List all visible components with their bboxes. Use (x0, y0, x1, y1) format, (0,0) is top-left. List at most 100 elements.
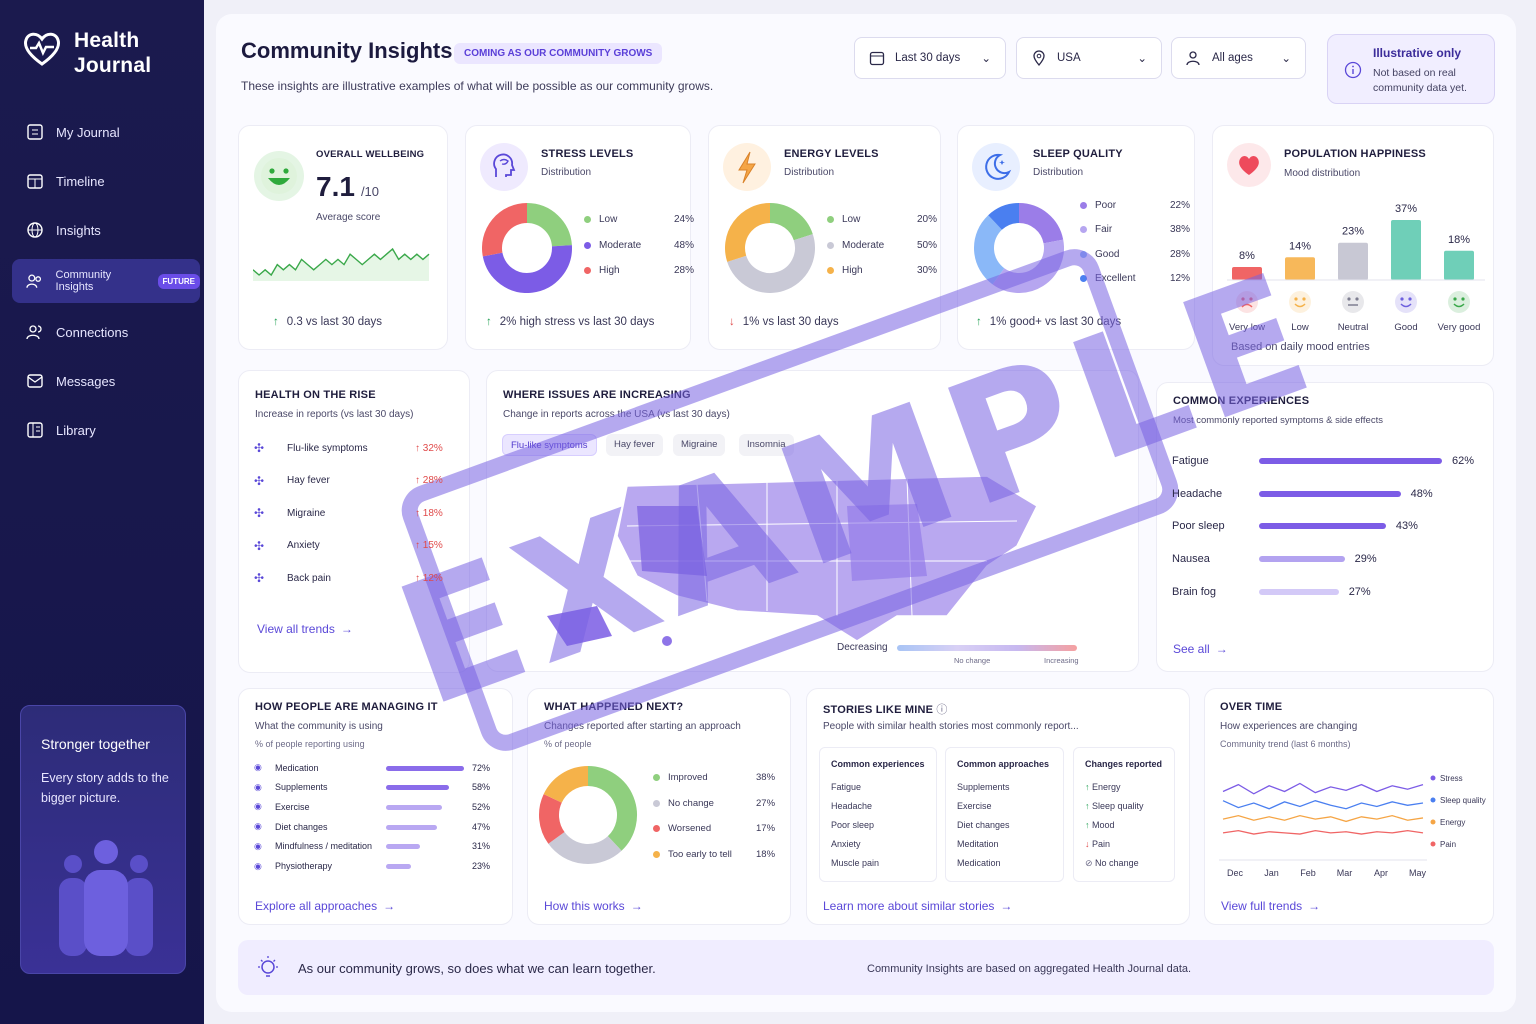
sleep-sub: Distribution (1033, 167, 1084, 178)
mail-icon (27, 374, 43, 388)
approach-label: Medication (275, 762, 319, 773)
tag-flu-like-symptoms[interactable]: Flu-like symptoms (502, 434, 597, 456)
legend-dot (1080, 226, 1087, 234)
age-filter[interactable]: All ages ⌄ (1171, 37, 1306, 79)
happiness-bar-value: 18% (1448, 234, 1470, 246)
happiness-bar-4 (1444, 250, 1474, 280)
legend-dot (827, 241, 834, 249)
legend-no-change: No change (954, 656, 991, 665)
trend-month-label: Jan (1264, 868, 1279, 878)
legend-label: Moderate (842, 239, 885, 251)
donut-slice-0 (587, 766, 637, 851)
info-icon[interactable]: ⓘ (936, 704, 948, 716)
trend-legend-label: Sleep quality (1440, 796, 1486, 805)
sidebar-item-community-insights[interactable]: Community Insights FUTURE (12, 259, 200, 303)
sidebar-item-library[interactable]: Library (12, 410, 200, 450)
legend-row: Low 24% (584, 207, 694, 233)
rise-card: HEALTH ON THE RISE Increase in reports (… (238, 370, 470, 673)
stories-item: Medication (957, 858, 1001, 868)
trend-month-label: Dec (1227, 868, 1244, 878)
legend-row: High 30% (827, 258, 937, 284)
managing-title: HOW PEOPLE ARE MANAGING IT (255, 701, 438, 713)
approach-label: Supplements (275, 782, 328, 793)
experience-row: Nausea 29% (1172, 553, 1482, 565)
energy-footer: ↓ 1% vs last 30 days (729, 316, 839, 328)
stories-item: Diet changes (957, 820, 1010, 830)
donut-slice-3 (543, 766, 589, 804)
experience-bar (1259, 490, 1401, 497)
approach-bar-track (386, 861, 472, 871)
app-logo[interactable]: Health Journal (22, 28, 151, 78)
legend-dot (1080, 275, 1087, 283)
stories-card: STORIES LIKE MINE ⓘ People with similar … (806, 688, 1190, 925)
view-all-trends-link[interactable]: View all trends → (257, 622, 353, 636)
period-filter[interactable]: Last 30 days ⌄ (854, 37, 1006, 79)
library-icon (27, 422, 43, 438)
approach-row: ◉ Medication 72% (254, 762, 499, 773)
sidebar-item-messages[interactable]: Messages (12, 361, 200, 401)
tag-insomnia[interactable]: Insomnia (739, 434, 794, 456)
approach-bar (386, 824, 437, 830)
approach-label: Diet changes (275, 821, 328, 832)
legend-label: Low (842, 214, 861, 226)
trend-legend-dot (1430, 775, 1436, 781)
legend-value: 38% (1170, 224, 1191, 236)
learn-more-stories-link[interactable]: Learn more about similar stories → (823, 899, 1012, 913)
legend-value: 48% (674, 239, 695, 251)
tag-hay-fever[interactable]: Hay fever (606, 434, 663, 456)
legend-row: No change 27% (653, 791, 775, 817)
chevron-down-icon: ⌄ (981, 53, 991, 65)
rise-item[interactable]: ✣ Back pain ↑ 12% (254, 571, 454, 585)
tag-migraine[interactable]: Migraine (673, 434, 726, 456)
approach-bar (386, 785, 449, 791)
happiness-bar-0 (1232, 267, 1262, 280)
stories-item-label: Headache (831, 801, 873, 811)
energy-title: ENERGY LEVELS (784, 148, 879, 160)
sidebar-item-label: Library (56, 422, 96, 438)
approach-row: ◉ Exercise 52% (254, 801, 499, 812)
rise-item[interactable]: ✣ Hay fever ↑ 28% (254, 474, 454, 488)
sidebar-item-connections[interactable]: Connections (12, 312, 200, 352)
legend-row: High 28% (584, 258, 694, 284)
see-all-link[interactable]: See all → (1173, 642, 1228, 656)
bottom-disclaimer: Community Insights are based on aggregat… (867, 963, 1192, 975)
rise-item[interactable]: ✣ Flu-like symptoms ↑ 32% (254, 441, 454, 455)
approach-label: Physiotherapy (275, 861, 333, 871)
sidebar-item-insights[interactable]: Insights (12, 210, 200, 250)
experience-row: Poor sleep 43% (1172, 520, 1482, 532)
how-this-works-label: How this works (544, 899, 625, 913)
sparkline-fill (253, 249, 429, 281)
sidebar-item-my-journal[interactable]: My Journal (12, 112, 200, 152)
trend-month-label: Mar (1337, 868, 1353, 878)
page-title: Community Insights (241, 38, 453, 63)
approach-row: ◉ Mindfulness / meditation 31% (254, 841, 499, 852)
legend-value: 27% (756, 797, 776, 809)
experience-value: 43% (1395, 520, 1418, 533)
approach-bar-track (386, 763, 472, 773)
region-filter[interactable]: USA ⌄ (1016, 37, 1162, 79)
view-full-trends-link[interactable]: View full trends → (1221, 899, 1320, 913)
approach-value: 47% (472, 821, 491, 832)
legend-value: 28% (674, 265, 695, 277)
donut-slice-2 (482, 203, 528, 257)
promo-text: Every story adds to the bigger picture. (41, 771, 169, 805)
rise-item[interactable]: ✣ Anxiety ↑ 15% (254, 539, 454, 553)
explore-approaches-link[interactable]: Explore all approaches → (255, 899, 395, 913)
stories-item: Exercise (957, 801, 992, 811)
legend-value: 28% (1170, 248, 1191, 260)
sidebar-item-timeline[interactable]: Timeline (12, 161, 200, 201)
legend-decreasing: Decreasing (837, 642, 888, 653)
how-this-works-link[interactable]: How this works → (544, 899, 643, 913)
legend-dot (584, 216, 591, 224)
experience-row: Fatigue 62% (1172, 455, 1482, 467)
legend-dot (653, 799, 660, 807)
stress-change: 2% high stress vs last 30 days (499, 316, 655, 328)
rise-item[interactable]: ✣ Migraine ↑ 18% (254, 506, 454, 520)
symptom-icon: ✣ (254, 441, 265, 455)
next-sub: Changes reported after starting an appro… (544, 721, 741, 732)
trend-line-2 (1222, 814, 1424, 823)
sidebar-item-label: Insights (56, 222, 101, 238)
mood-face-icon (1342, 291, 1364, 313)
arrow-down-icon: ↓ (729, 316, 735, 328)
wellbeing-title: OVERALL WELLBEING (316, 149, 425, 160)
